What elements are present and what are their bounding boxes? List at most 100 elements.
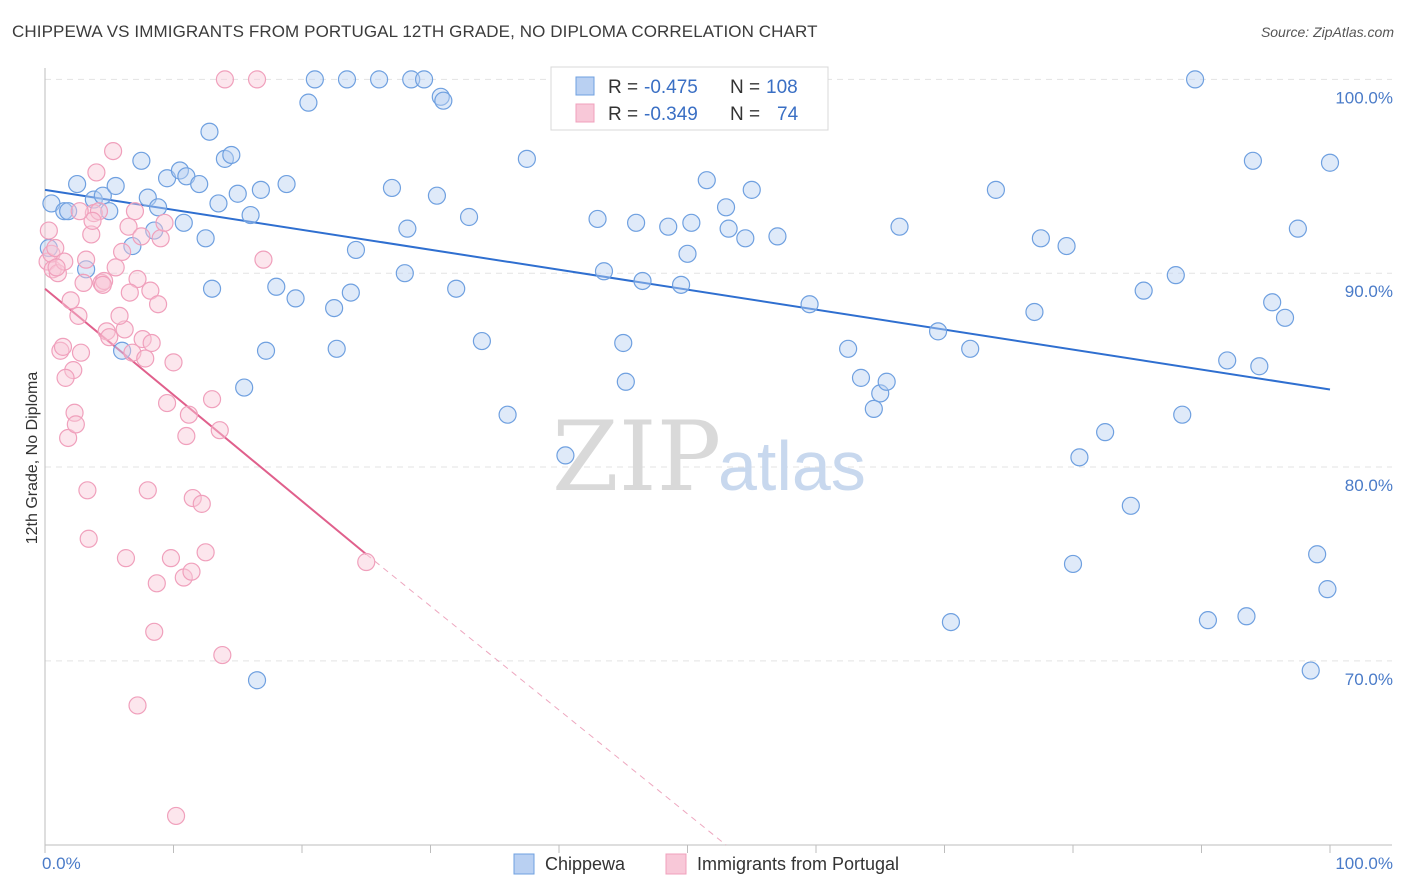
point-chippewa-76: [851, 368, 871, 387]
point-portugal-55: [196, 543, 215, 562]
point-chippewa-91: [1134, 281, 1153, 300]
point-chippewa-82: [961, 339, 980, 358]
x-tick-labels: 0.0% 100.0%: [42, 854, 1393, 873]
point-chippewa-15: [148, 198, 168, 217]
point-chippewa-104: [1308, 545, 1327, 564]
point-portugal-14: [69, 306, 88, 325]
point-portugal-56: [202, 390, 222, 409]
legend-n-label-1: N =: [730, 77, 760, 98]
point-chippewa-78: [871, 384, 890, 403]
point-portugal-39: [136, 349, 155, 368]
point-portugal-59: [215, 70, 234, 89]
point-chippewa-94: [1185, 70, 1205, 89]
y-tick-label-2: 90.0%: [1345, 282, 1393, 301]
point-chippewa-67: [682, 213, 701, 232]
point-chippewa-83: [986, 180, 1006, 199]
watermark-zip: ZIP: [552, 401, 721, 513]
point-chippewa-100: [1263, 293, 1282, 312]
point-portugal-19: [79, 529, 98, 548]
point-portugal-61: [254, 250, 273, 269]
point-chippewa-84: [1025, 302, 1044, 322]
stats-legend: R = -0.475 N = 108 R = -0.349 N = 74: [550, 66, 829, 131]
point-portugal-57: [210, 421, 229, 440]
y-axis-label: 12th Grade, No Diploma: [24, 372, 41, 545]
point-portugal-70: [120, 283, 139, 302]
point-portugal-64: [93, 275, 112, 294]
point-chippewa-62: [626, 213, 646, 232]
legend-r-value-1: -0.475: [644, 77, 698, 98]
point-chippewa-24: [209, 194, 228, 213]
point-chippewa-41: [341, 283, 360, 302]
point-chippewa-20: [190, 174, 209, 194]
legend-r-label-2: R =: [608, 104, 638, 125]
point-chippewa-6: [84, 190, 103, 209]
point-chippewa-96: [1218, 351, 1237, 370]
legend-series-2: Immigrants from Portugal: [697, 854, 899, 874]
y-tick-label-0: 70.0%: [1345, 670, 1393, 689]
legend-r-value-2: -0.349: [644, 104, 698, 125]
point-chippewa-63: [633, 271, 652, 291]
point-chippewa-23: [202, 279, 222, 298]
legend-n-value-2: 74: [777, 104, 799, 125]
point-chippewa-85: [1031, 229, 1050, 248]
point-portugal-30: [112, 242, 132, 261]
point-chippewa-58: [588, 209, 607, 229]
point-portugal-51: [179, 405, 199, 424]
legend-swatch-series-2: [665, 853, 687, 875]
point-chippewa-40: [337, 70, 357, 89]
point-portugal-68: [110, 306, 129, 325]
point-chippewa-35: [286, 289, 305, 308]
point-portugal-32: [116, 549, 136, 568]
point-portugal-58: [213, 645, 232, 665]
point-portugal-29: [106, 258, 125, 277]
watermark-atlas: atlas: [718, 427, 866, 505]
point-portugal-37: [132, 227, 151, 246]
point-portugal-42: [145, 622, 164, 641]
point-portugal-72: [56, 368, 75, 387]
point-portugal-23: [89, 202, 109, 221]
point-chippewa-32: [256, 341, 276, 360]
legend-swatch-portugal: [575, 103, 595, 123]
point-portugal-35: [125, 202, 145, 221]
y-tick-labels: 70.0% 80.0% 90.0% 100.0%: [1335, 88, 1393, 688]
point-chippewa-105: [1318, 580, 1337, 599]
point-chippewa-8: [100, 202, 119, 221]
point-chippewa-72: [742, 180, 761, 199]
point-chippewa-107: [941, 612, 961, 632]
point-chippewa-99: [1250, 357, 1269, 376]
point-chippewa-54: [472, 331, 491, 351]
point-portugal-50: [177, 426, 196, 446]
point-chippewa-89: [1096, 423, 1115, 442]
point-portugal-60: [247, 70, 267, 89]
point-chippewa-46: [398, 219, 417, 238]
series-chippewa: [39, 70, 1340, 690]
point-chippewa-64: [659, 217, 678, 236]
point-chippewa-26: [222, 145, 241, 165]
point-portugal-65: [83, 211, 102, 230]
point-portugal-53: [183, 488, 202, 508]
point-chippewa-53: [459, 207, 479, 227]
point-chippewa-49: [427, 186, 447, 205]
point-chippewa-86: [1057, 236, 1076, 256]
point-portugal-33: [119, 217, 138, 236]
legend-swatch-chippewa: [575, 76, 595, 96]
point-chippewa-103: [1301, 661, 1320, 680]
y-tick-label-3: 100.0%: [1335, 88, 1393, 107]
data-points: [38, 70, 1340, 826]
gridlines: [45, 78, 1392, 662]
point-portugal-52: [182, 562, 201, 581]
point-chippewa-59: [594, 262, 614, 281]
point-chippewa-51: [434, 91, 453, 110]
point-chippewa-88: [1070, 448, 1089, 467]
point-chippewa-65: [671, 275, 691, 294]
legend-n-value-1: 108: [766, 77, 798, 98]
point-portugal-1: [39, 221, 58, 240]
point-chippewa-4: [68, 174, 87, 194]
point-chippewa-79: [877, 372, 896, 391]
x-tick-label-0: 0.0%: [42, 854, 81, 873]
source-credit: Source: ZipAtlas.com: [1260, 24, 1394, 40]
point-chippewa-95: [1198, 611, 1218, 630]
point-portugal-73: [164, 353, 183, 372]
point-chippewa-80: [890, 217, 909, 236]
